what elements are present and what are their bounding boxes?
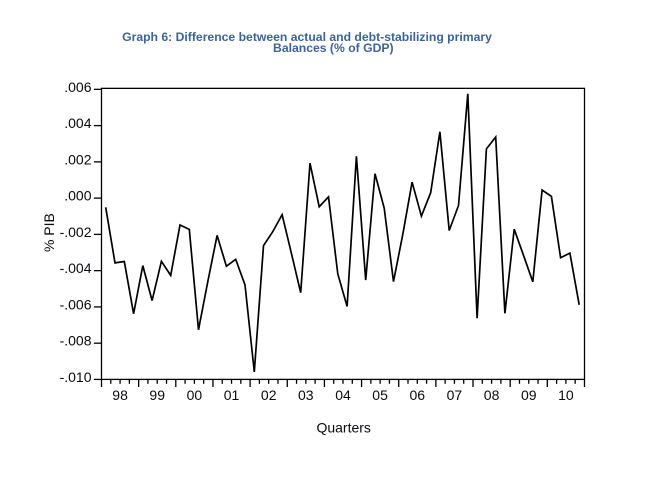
svg-text:.000: .000 <box>64 188 91 204</box>
svg-text:% PIB: % PIB <box>41 213 57 252</box>
svg-text:-.002: -.002 <box>60 224 92 240</box>
svg-text:-.010: -.010 <box>60 369 92 385</box>
svg-text:00: 00 <box>187 387 203 403</box>
svg-text:07: 07 <box>447 387 463 403</box>
svg-text:03: 03 <box>298 387 314 403</box>
svg-text:-.008: -.008 <box>60 333 92 349</box>
svg-text:01: 01 <box>224 387 240 403</box>
svg-text:.002: .002 <box>64 151 91 167</box>
svg-text:Balances (% of GDP): Balances (% of GDP) <box>273 41 394 55</box>
svg-text:08: 08 <box>484 387 500 403</box>
svg-text:09: 09 <box>521 387 537 403</box>
svg-text:-.006: -.006 <box>60 296 92 312</box>
svg-text:98: 98 <box>112 387 128 403</box>
svg-text:-.004: -.004 <box>60 260 92 276</box>
svg-text:Graph 6: Difference between ac: Graph 6: Difference between actual and d… <box>122 30 492 44</box>
svg-text:04: 04 <box>335 387 351 403</box>
svg-text:06: 06 <box>410 387 426 403</box>
svg-text:Quarters: Quarters <box>316 420 370 436</box>
svg-text:10: 10 <box>558 387 574 403</box>
svg-text:.006: .006 <box>64 79 91 95</box>
svg-text:.004: .004 <box>64 115 91 131</box>
svg-text:99: 99 <box>149 387 165 403</box>
svg-text:05: 05 <box>372 387 388 403</box>
svg-text:02: 02 <box>261 387 277 403</box>
